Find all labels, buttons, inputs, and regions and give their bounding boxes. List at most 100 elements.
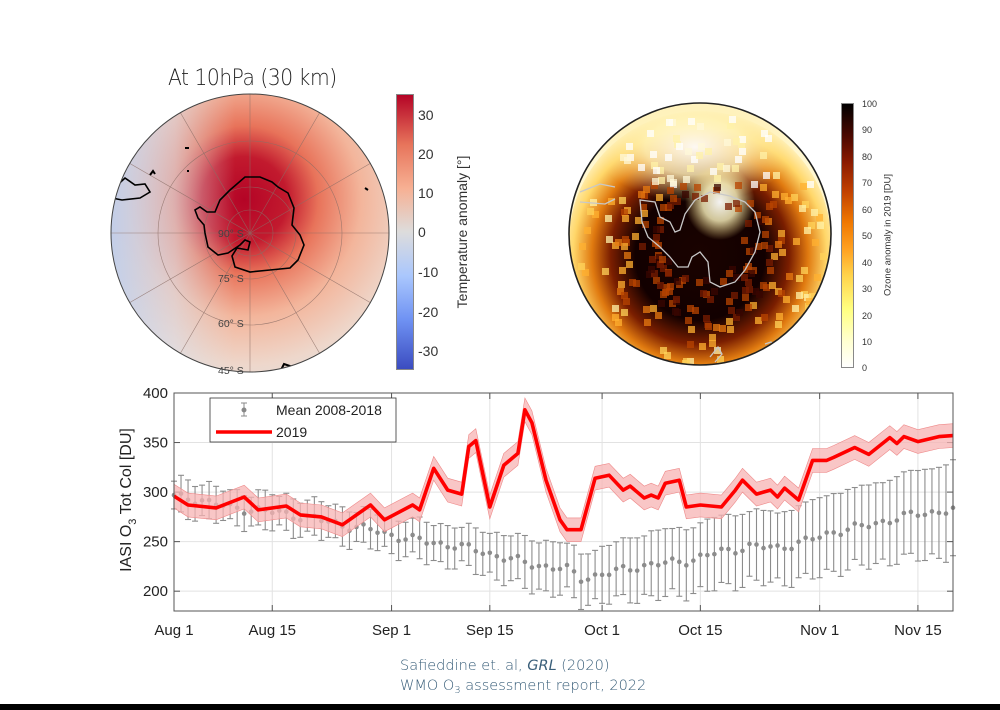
ozone-pixel	[775, 321, 782, 328]
ozone-pixel	[743, 266, 750, 273]
ozone-pixel	[714, 347, 721, 354]
mean-point	[929, 509, 935, 514]
ozone-pixel	[643, 186, 650, 193]
mean-point	[585, 577, 591, 582]
ozone-pixel	[629, 279, 636, 286]
ozone-pixel	[635, 217, 642, 224]
x-tick-label: Aug 15	[248, 622, 296, 639]
ozone-pixel	[724, 139, 731, 146]
mean-point	[866, 524, 872, 530]
mean-point	[922, 512, 928, 518]
ozone-pixel	[733, 314, 740, 321]
ozone-pixel	[657, 217, 664, 224]
mean-point	[648, 560, 654, 566]
mean-errorbar-point	[430, 525, 437, 562]
ozone-pixel	[745, 220, 752, 227]
mean-point	[508, 556, 514, 561]
ozone-pixel	[651, 162, 658, 169]
ozone-pixel	[626, 143, 633, 150]
mean-point	[831, 530, 836, 535]
mean-point	[817, 535, 822, 540]
ozone-pixel	[650, 151, 657, 158]
ozone-pixel	[796, 292, 803, 299]
ozone-pixel	[691, 156, 698, 163]
mean-point	[824, 530, 829, 535]
ozone-pixel	[748, 270, 755, 277]
ozone-pixel	[719, 325, 726, 332]
ozone-pixel	[592, 211, 599, 218]
ozone-pixel	[760, 152, 767, 159]
mean-point	[894, 518, 900, 523]
ozone-pixel	[615, 239, 622, 246]
mean-errorbar-point	[606, 544, 613, 605]
mean-point	[641, 562, 647, 568]
ozone-pixel	[619, 267, 626, 274]
mean-point	[550, 567, 556, 572]
lat-label-60: 60° S	[218, 318, 244, 330]
mean-point	[536, 563, 542, 569]
ozone-pixel	[742, 287, 749, 294]
ozone-pixel	[608, 198, 615, 205]
mean-errorbar-point	[802, 501, 809, 574]
mean-point	[529, 565, 535, 570]
ozone-pixel	[727, 122, 734, 129]
mean-point	[571, 569, 577, 574]
ozone-pixel	[653, 277, 660, 284]
ozone-pixel	[655, 312, 662, 319]
mean-errorbar-point	[823, 495, 830, 570]
ozone-pixel	[687, 305, 694, 312]
ozone-pixel	[732, 165, 739, 172]
ozone-pixel	[647, 130, 654, 137]
ozone-pixel	[812, 239, 819, 246]
ozone-pixel	[762, 216, 769, 223]
citation-line-2: WMO O3 assessment report, 2022	[400, 676, 646, 696]
ozone-pixel	[710, 168, 717, 175]
mean-point	[480, 551, 486, 557]
colorbar-tick: 50	[862, 231, 873, 241]
legend-mean-marker	[241, 402, 247, 417]
mean-point	[915, 513, 921, 519]
mean-errorbar-point	[746, 511, 753, 577]
ozone-pixel	[680, 183, 687, 190]
ozone-pixel	[733, 138, 740, 145]
ozone-pixel	[646, 271, 653, 278]
ozone-pixel	[783, 296, 790, 303]
mean-errorbar-point	[711, 516, 718, 592]
mean-errorbar-point	[935, 466, 942, 559]
legend: Mean 2008-2018 2019	[209, 397, 397, 443]
mean-errorbar-point	[732, 515, 739, 592]
temperature-colorbar	[396, 94, 414, 370]
ozone-pixel	[793, 238, 800, 245]
mean-errorbar-point	[781, 511, 788, 587]
mean-errorbar-point	[578, 553, 585, 611]
mean-errorbar-point	[816, 497, 823, 579]
mean-errorbar-point	[564, 542, 571, 588]
islands	[149, 147, 369, 372]
mean-errorbar-point	[718, 514, 725, 583]
mean-point	[733, 551, 738, 556]
citation-author: Safieddine et. al,	[400, 658, 528, 674]
x-tick-label: Sep 1	[372, 622, 411, 639]
mean-point	[361, 522, 366, 527]
mean-errorbar-point	[423, 521, 430, 566]
ozone-pixel	[657, 282, 664, 289]
ozone-pixel	[638, 164, 645, 171]
mean-errorbar-point	[942, 464, 949, 563]
ozone-pixel	[756, 291, 763, 298]
ozone-pixel	[746, 248, 753, 255]
ozone-pixel	[639, 243, 646, 250]
mean-errorbar-point	[907, 469, 914, 554]
ozone-pixel	[658, 177, 665, 184]
ozone-pixel	[673, 296, 680, 303]
south-america-coastline-gray	[579, 183, 616, 205]
ozone-pixel	[761, 314, 768, 321]
mean-errorbar-point	[858, 484, 865, 566]
mean-errorbar-point	[837, 492, 844, 577]
ozone-pixel	[820, 253, 827, 260]
mean-errorbar-point	[599, 545, 606, 604]
ozone-pixel	[726, 298, 733, 305]
colorbar-tick: 10	[862, 337, 873, 347]
ozone-pixel	[757, 218, 764, 225]
mean-errorbar-point	[690, 527, 697, 595]
ozone-pixel	[653, 234, 660, 241]
